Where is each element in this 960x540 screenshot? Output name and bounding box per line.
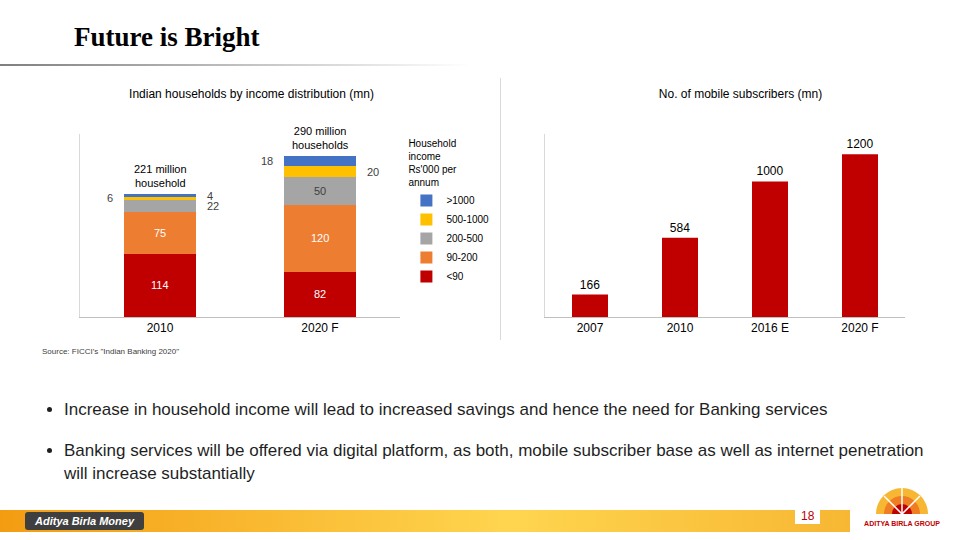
svg-text:584: 584 xyxy=(670,221,690,235)
svg-text:>1000: >1000 xyxy=(446,195,475,206)
html-text:Source: FICCI's "Indian Bankin: Source: FICCI's "Indian Banking 2020" xyxy=(42,347,180,356)
svg-text:2016 E: 2016 E xyxy=(751,321,789,335)
svg-text:1200: 1200 xyxy=(846,137,873,151)
svg-text:18: 18 xyxy=(261,155,273,167)
html-text:Banking services will be offer: Banking services will be offered via dig… xyxy=(64,441,924,483)
svg-text:1000: 1000 xyxy=(756,164,783,178)
html-text:ADITYA BIRLA GROUP: ADITYA BIRLA GROUP xyxy=(864,520,940,527)
svg-text:50: 50 xyxy=(314,185,326,197)
html-text:Aditya Birla Money: Aditya Birla Money xyxy=(35,515,134,527)
svg-text:HouseholdincomeRs'000 perannum: HouseholdincomeRs'000 perannum xyxy=(408,138,457,188)
svg-text:75: 75 xyxy=(154,227,166,239)
svg-text:2020 F: 2020 F xyxy=(301,321,338,335)
svg-text:Indian households by income di: Indian households by income distribution… xyxy=(129,87,374,101)
svg-text:200-500: 200-500 xyxy=(446,233,483,244)
html-text:Future is Bright: Future is Bright xyxy=(74,22,260,52)
svg-text:114: 114 xyxy=(151,279,169,291)
svg-text:2010: 2010 xyxy=(667,321,694,335)
svg-text:2007: 2007 xyxy=(577,321,604,335)
svg-text:2010: 2010 xyxy=(147,321,174,335)
svg-text:120: 120 xyxy=(311,232,329,244)
svg-text:500-1000: 500-1000 xyxy=(446,214,489,225)
svg-text:290 millionhouseholds: 290 millionhouseholds xyxy=(292,125,349,151)
svg-text:4: 4 xyxy=(207,190,213,202)
svg-text:82: 82 xyxy=(314,288,326,300)
svg-text:<90: <90 xyxy=(446,271,463,282)
svg-text:No. of mobile subscribers (mn): No. of mobile subscribers (mn) xyxy=(659,87,822,101)
svg-text:6: 6 xyxy=(107,192,113,204)
html-text:18: 18 xyxy=(801,509,815,523)
svg-text:20: 20 xyxy=(367,166,379,178)
svg-text:221 millionhousehold: 221 millionhousehold xyxy=(134,163,187,189)
svg-text:90-200: 90-200 xyxy=(446,252,478,263)
svg-text:2020 F: 2020 F xyxy=(841,321,878,335)
svg-text:166: 166 xyxy=(580,278,600,292)
html-text:Increase in household income w: Increase in household income will lead t… xyxy=(64,400,828,419)
svg-text:22: 22 xyxy=(207,200,219,212)
